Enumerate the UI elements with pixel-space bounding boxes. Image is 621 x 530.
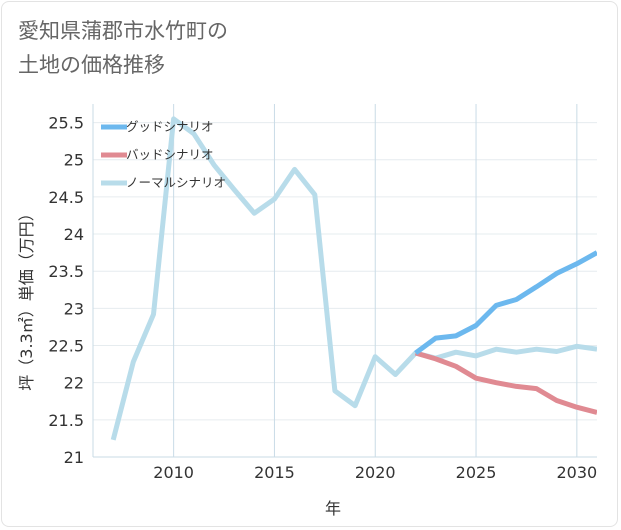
series-lines [110, 116, 597, 441]
series-line-1 [414, 350, 597, 415]
chart-title-line-1: 愛知県蒲郡市水竹町の [18, 19, 228, 43]
y-tick-label: 23.5 [48, 262, 84, 281]
series-line-0 [414, 250, 597, 356]
x-tick-label: 2020 [355, 463, 396, 482]
y-tick-label: 21 [64, 448, 84, 467]
x-tick-label: 2030 [556, 463, 597, 482]
x-tick-label: 2015 [254, 463, 295, 482]
y-tick-label: 24 [64, 225, 84, 244]
chart-title: 愛知県蒲郡市水竹町の 土地の価格推移 [18, 14, 228, 82]
y-tick-label: 25.5 [48, 114, 84, 133]
axis-ticks: 21 21.5 22 22.5 23 23.5 24 24.5 25 25.5 2010 2015 20… [48, 114, 597, 482]
y-tick-label: 25 [64, 151, 84, 170]
y-tick-label: 22.5 [48, 337, 84, 356]
legend-label-2: ノーマルシナリオ [126, 175, 226, 190]
y-tick-label: 23 [64, 299, 84, 318]
y-axis-title: 坪（3.3㎡）単価（万円） [17, 205, 36, 390]
legend-label-1: バッドシナリオ [126, 147, 214, 162]
x-axis-title: 年 [325, 499, 341, 518]
legend-label-0: グッドシナリオ [126, 119, 214, 134]
series-line-2 [110, 116, 597, 441]
x-tick-label: 2010 [153, 463, 194, 482]
chart-title-line-2: 土地の価格推移 [18, 53, 165, 77]
x-tick-label: 2025 [456, 463, 497, 482]
y-tick-label: 21.5 [48, 411, 84, 430]
y-tick-label: 22 [64, 374, 84, 393]
y-tick-label: 24.5 [48, 188, 84, 207]
